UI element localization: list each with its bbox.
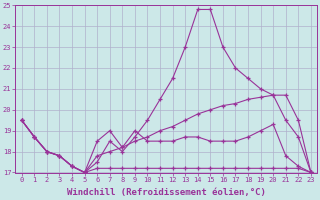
X-axis label: Windchill (Refroidissement éolien,°C): Windchill (Refroidissement éolien,°C) bbox=[67, 188, 266, 197]
